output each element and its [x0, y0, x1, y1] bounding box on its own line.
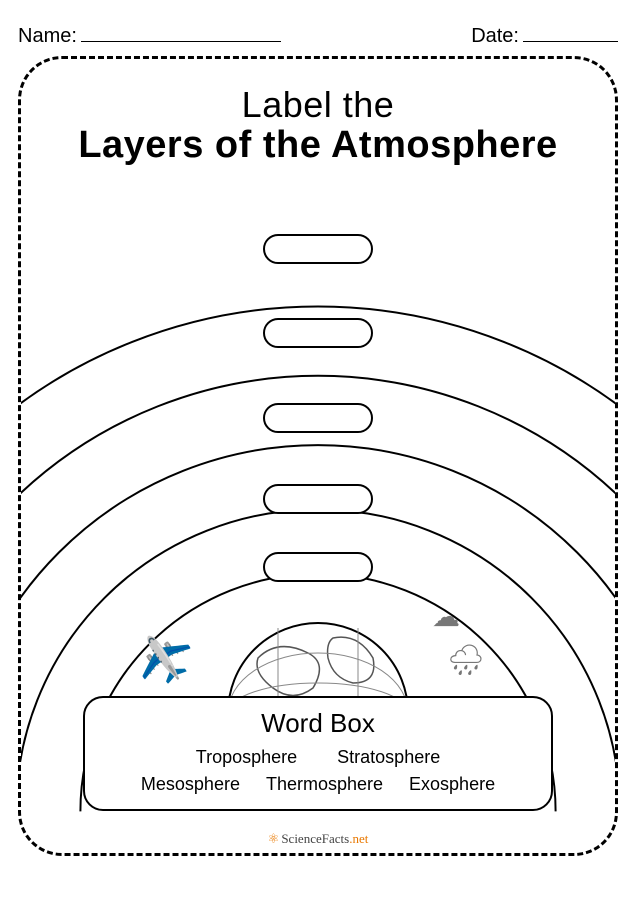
footer-credit: ⚛ScienceFacts.net [21, 831, 615, 847]
cloud-icon: ☁ [432, 600, 460, 633]
date-label: Date: [471, 25, 519, 48]
footer-brand: ScienceFacts [281, 831, 349, 846]
answer-blank-3[interactable] [263, 403, 373, 433]
answer-blank-5[interactable] [263, 552, 373, 582]
word-box: Word Box Troposphere Stratosphere Mesosp… [83, 696, 553, 811]
word-box-title: Word Box [95, 708, 541, 739]
title-line-1: Label the [21, 85, 615, 125]
airplane-icon: ✈️ [137, 634, 194, 689]
footer-tld: .net [349, 831, 368, 846]
word-item: Thermosphere [266, 774, 383, 795]
rain-cloud-icon: 🌧 [447, 643, 485, 678]
answer-blank-1[interactable] [263, 234, 373, 264]
atom-icon: ⚛ [268, 831, 280, 846]
name-blank-line[interactable] [81, 22, 281, 42]
word-box-row-1: Troposphere Stratosphere [95, 747, 541, 768]
name-field[interactable]: Name: [18, 22, 281, 48]
date-blank-line[interactable] [523, 22, 618, 42]
answer-blank-4[interactable] [263, 484, 373, 514]
date-field[interactable]: Date: [471, 22, 618, 48]
worksheet-header: Name: Date: [18, 22, 618, 48]
word-box-row-2: Mesosphere Thermosphere Exosphere [95, 774, 541, 795]
word-item: Troposphere [196, 747, 297, 768]
answer-blank-2[interactable] [263, 318, 373, 348]
title-line-2: Layers of the Atmosphere [21, 125, 615, 167]
title-block: Label the Layers of the Atmosphere [21, 85, 615, 166]
word-item: Exosphere [409, 774, 495, 795]
word-item: Stratosphere [337, 747, 440, 768]
name-label: Name: [18, 25, 77, 48]
worksheet-frame: Label the Layers of the Atmosphere ✈️ ☁ … [18, 56, 618, 856]
word-item: Mesosphere [141, 774, 240, 795]
